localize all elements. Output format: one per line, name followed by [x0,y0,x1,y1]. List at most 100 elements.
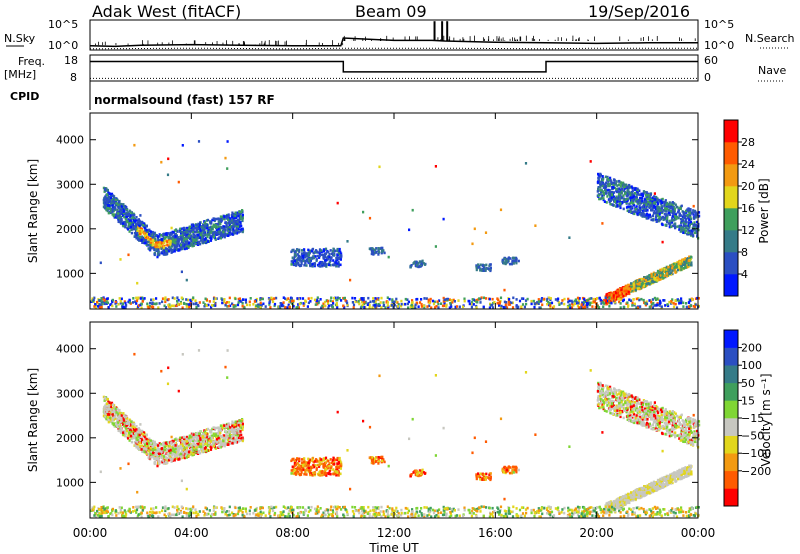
echo-pixel [667,265,670,269]
echo-pixel [179,227,182,231]
echo-pixel [150,305,153,309]
echo-pixel [685,302,688,305]
echo-pixel [171,243,174,246]
echo-pixel [306,305,309,308]
echo-pixel [308,249,311,253]
echo-pixel [642,205,645,209]
echo-pixel [152,238,155,242]
echo-pixel [296,305,299,309]
echo-pixel [170,251,173,254]
echo-pixel [127,300,130,304]
power-echoes [90,140,701,310]
echo-pixel [119,202,122,206]
freq-left-label: Freq. [18,55,45,68]
echo-pixel [507,303,510,306]
echo-pixel [303,248,306,251]
echo-pixel [656,279,659,282]
echo-pixel [141,241,144,244]
echo-pixel [660,199,663,203]
echo-pixel [377,251,380,254]
echo-pixel [119,211,122,215]
echo-pixel [636,287,639,290]
echo-pixel [678,228,681,231]
echo-pixel [93,296,96,300]
echo-pixel [678,263,681,267]
echo-pixel [654,198,657,201]
echo-pixel [502,305,505,309]
echo-pixel [232,212,235,216]
echo-pixel [200,233,203,237]
echo-pixel [492,301,495,305]
echo-pixel [216,436,219,440]
echo-pixel [596,297,599,300]
echo-pixel [430,306,433,309]
echo-pixel [417,305,420,308]
echo-pixel [170,304,174,308]
echo-pixel [179,247,182,251]
echo-pixel [115,202,118,205]
echo-pixel [131,216,134,219]
echo-pixel [623,292,626,295]
echo-pixel [653,276,656,279]
echo-pixel [138,224,141,228]
echo-pixel [103,399,106,402]
echo-pixel [567,297,570,301]
echo-pixel [653,304,656,307]
echo-pixel [640,211,643,215]
echo-pixel [158,253,161,256]
echo-pixel [660,209,663,212]
echo-pixel [652,301,655,305]
echo-pixel [186,233,189,236]
echo-pixel [382,304,386,307]
echo-pixel [124,306,127,310]
echo-pixel [659,276,662,279]
echo-pixel [226,227,230,230]
echo-pixel [259,303,262,306]
echo-pixel [676,265,679,269]
echo-pixel [660,207,663,210]
echo-pixel [140,306,143,310]
echo-pixel [633,302,636,306]
echo-pixel [176,230,179,233]
echo-pixel [599,189,602,192]
echo-pixel [378,165,381,169]
echo-pixel [618,202,621,206]
echo-pixel [630,192,634,195]
echo-pixel [653,210,656,213]
echo-pixel [154,244,157,247]
echo-pixel [504,257,507,261]
echo-pixel [191,237,194,241]
echo-pixel [195,237,198,240]
echo-pixel [666,216,669,220]
echo-pixel [532,299,535,303]
echo-pixel [110,401,114,405]
echo-pixel [684,229,687,232]
echo-pixel [656,200,659,204]
echo-pixel [382,301,385,304]
echo-pixel [615,201,618,205]
echo-pixel [290,263,293,266]
echo-pixel [599,298,602,302]
echo-pixel [604,302,607,306]
echo-pixel [223,215,226,218]
echo-pixel [652,275,655,278]
echo-pixel [229,229,232,233]
echo-pixel [611,191,614,194]
echo-pixel [111,210,114,213]
echo-pixel [635,284,638,288]
echo-pixel [665,219,668,222]
echo-pixel [368,303,371,307]
echo-pixel [546,297,549,301]
echo-pixel [653,278,656,282]
echo-pixel [507,256,510,259]
echo-pixel [663,267,666,271]
echo-pixel [479,263,482,267]
echo-pixel [243,306,246,309]
echo-pixel [222,230,225,234]
echo-pixel [325,265,328,268]
echo-pixel [113,425,116,428]
echo-pixel [106,200,109,204]
echo-pixel [415,260,418,264]
echo-pixel [599,181,602,184]
echo-pixel [189,298,192,302]
